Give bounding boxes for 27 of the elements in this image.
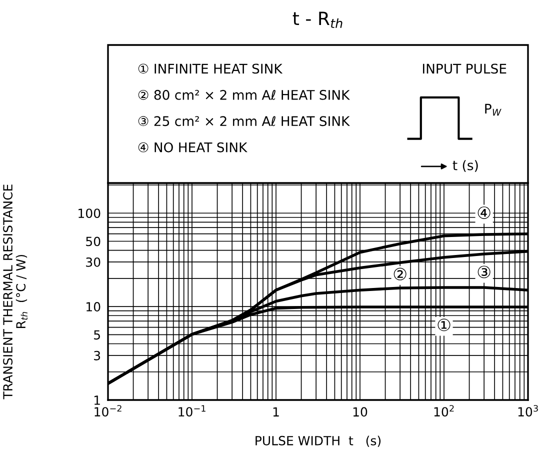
- x-tick-label: 10$^{3}$: [518, 405, 538, 417]
- x-tick-label: 1: [273, 407, 279, 416]
- series-label: ③: [478, 266, 490, 278]
- text: ② 80 cm² × 2 mm Aℓ HEAT SINK: [138, 90, 350, 100]
- series-label: ②: [394, 268, 406, 280]
- x-tick-label: 10$^{2}$: [434, 405, 454, 417]
- y-tick-label: 5: [94, 330, 100, 340]
- text: ① INFINITE HEAT SINK: [138, 64, 283, 74]
- y-tick-label: 1: [94, 396, 100, 405]
- x-axis-title: PULSE WIDTH t (s): [256, 436, 381, 447]
- y-tick-label: 50: [86, 236, 100, 246]
- x-tick-label: 10$^{−2}$: [94, 405, 122, 417]
- y-tick-label: 30: [86, 257, 100, 267]
- text: ④ NO HEAT SINK: [138, 142, 248, 152]
- x-tick-label: 10$^{−1}$: [178, 405, 206, 417]
- y-axis-title: TRANSIENT THERMAL RESISTANCE R$_{th}$ (°C / W): [3, 184, 28, 400]
- x-tick-label: 10: [353, 407, 368, 417]
- y-tick-label: 3: [94, 350, 100, 360]
- y-tick-label: 10: [86, 302, 100, 312]
- series-label: ①: [438, 318, 450, 332]
- series-label: ④: [478, 206, 490, 219]
- text: P$_{W}$: [485, 104, 502, 116]
- text: t (s): [452, 160, 478, 172]
- text: ③ 25 cm² × 2 mm Aℓ HEAT SINK: [138, 116, 350, 126]
- y-tick-label: 100: [78, 208, 100, 218]
- text: INPUT PULSE: [422, 64, 506, 74]
- chart-title: t - R$_{th}$: [292, 12, 342, 28]
